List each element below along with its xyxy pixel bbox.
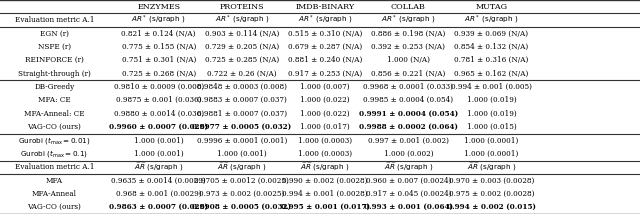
Text: ENZYMES: ENZYMES [137, 3, 180, 11]
Text: $AR^*$ (s/graph ): $AR^*$ (s/graph ) [131, 14, 186, 26]
Text: 1.000 (0.022): 1.000 (0.022) [300, 96, 350, 104]
Text: EGN (r): EGN (r) [40, 30, 69, 37]
Text: 0.965 ± 0.162 (N/A): 0.965 ± 0.162 (N/A) [454, 70, 529, 77]
Text: $AR^*$ (s/graph ): $AR^*$ (s/graph ) [381, 14, 436, 26]
Text: 0.9968 ± 0.0001 (0.033): 0.9968 ± 0.0001 (0.033) [364, 83, 453, 91]
Text: 0.994 ± 0.002 (0.015): 0.994 ± 0.002 (0.015) [447, 203, 536, 211]
Text: 0.9881 ± 0.0007 (0.037): 0.9881 ± 0.0007 (0.037) [197, 110, 287, 118]
Text: 0.939 ± 0.069 (N/A): 0.939 ± 0.069 (N/A) [454, 30, 529, 37]
Text: 1.000 (0.019): 1.000 (0.019) [467, 110, 516, 118]
Text: 1.000 (0.015): 1.000 (0.015) [467, 123, 516, 131]
Text: PROTEINS: PROTEINS [220, 3, 264, 11]
Text: 0.725 ± 0.285 (N/A): 0.725 ± 0.285 (N/A) [205, 56, 279, 64]
Text: $\widehat{AR}$ (s/graph ): $\widehat{AR}$ (s/graph ) [134, 161, 184, 173]
Text: 0.9991 ± 0.0004 (0.054): 0.9991 ± 0.0004 (0.054) [358, 110, 458, 118]
Text: MFA: MFA [46, 177, 63, 184]
Text: 0.886 ± 0.198 (N/A): 0.886 ± 0.198 (N/A) [371, 30, 445, 37]
Text: 1.000 (0.001): 1.000 (0.001) [134, 137, 184, 144]
Text: $\widehat{AR}$ (s/graph ): $\widehat{AR}$ (s/graph ) [467, 161, 516, 173]
Text: 0.997 ± 0.001 (0.002): 0.997 ± 0.001 (0.002) [368, 137, 449, 144]
Text: 0.903 ± 0.114 (N/A): 0.903 ± 0.114 (N/A) [205, 30, 279, 37]
Text: 0.9985 ± 0.0004 (0.054): 0.9985 ± 0.0004 (0.054) [364, 96, 453, 104]
Text: MUTAG: MUTAG [476, 3, 508, 11]
Text: 0.729 ± 0.205 (N/A): 0.729 ± 0.205 (N/A) [205, 43, 279, 51]
Text: Gurobi ($t_{\max} = 0.1$): Gurobi ($t_{\max} = 0.1$) [20, 148, 88, 159]
Text: 0.9705 ± 0.0012 (0.0025): 0.9705 ± 0.0012 (0.0025) [195, 177, 289, 184]
Text: 0.975 ± 0.002 (0.0028): 0.975 ± 0.002 (0.0028) [449, 190, 534, 198]
Text: 1.000 (0.007): 1.000 (0.007) [300, 83, 350, 91]
Text: 0.9635 ± 0.0014 (0.0029): 0.9635 ± 0.0014 (0.0029) [111, 177, 206, 184]
Text: 0.973 ± 0.002 (0.0025): 0.973 ± 0.002 (0.0025) [199, 190, 285, 198]
Text: 1.000 (0.0003): 1.000 (0.0003) [298, 150, 352, 158]
Text: 0.9960 ± 0.0007 (0.026): 0.9960 ± 0.0007 (0.026) [109, 123, 208, 131]
Text: MFA-Anneal: MFA-Anneal [32, 190, 77, 198]
Text: 1.000 (0.017): 1.000 (0.017) [300, 123, 350, 131]
Text: VAG-CO (ours): VAG-CO (ours) [28, 123, 81, 131]
Text: Evaluation metric A.1: Evaluation metric A.1 [15, 16, 94, 24]
Text: 0.775 ± 0.155 (N/A): 0.775 ± 0.155 (N/A) [122, 43, 196, 51]
Text: 0.994 ± 0.001 (0.005): 0.994 ± 0.001 (0.005) [451, 83, 532, 91]
Text: 1.000 (0.0001): 1.000 (0.0001) [465, 137, 518, 144]
Text: 0.960 ± 0.007 (0.0024): 0.960 ± 0.007 (0.0024) [365, 177, 451, 184]
Text: 1.000 (0.019): 1.000 (0.019) [467, 96, 516, 104]
Text: 0.970 ± 0.003 (0.0028): 0.970 ± 0.003 (0.0028) [449, 177, 534, 184]
Text: 0.9875 ± 0.001 (0.036): 0.9875 ± 0.001 (0.036) [116, 96, 202, 104]
Text: MFA-Anneal: CE: MFA-Anneal: CE [24, 110, 84, 118]
Text: 0.821 ± 0.124 (N/A): 0.821 ± 0.124 (N/A) [122, 30, 196, 37]
Text: 0.392 ± 0.253 (N/A): 0.392 ± 0.253 (N/A) [371, 43, 445, 51]
Text: 0.9988 ± 0.0002 (0.064): 0.9988 ± 0.0002 (0.064) [359, 123, 458, 131]
Text: 0.751 ± 0.301 (N/A): 0.751 ± 0.301 (N/A) [122, 56, 196, 64]
Text: NSFE (r): NSFE (r) [38, 43, 71, 51]
Text: Straight-through (r): Straight-through (r) [18, 70, 91, 77]
Text: 0.781 ± 0.316 (N/A): 0.781 ± 0.316 (N/A) [454, 56, 529, 64]
Text: 1.000 (0.001): 1.000 (0.001) [134, 150, 184, 158]
Text: $\widehat{AR}$ (s/graph ): $\widehat{AR}$ (s/graph ) [383, 161, 433, 173]
Text: COLLAB: COLLAB [391, 3, 426, 11]
Text: Evaluation metric A.1: Evaluation metric A.1 [15, 163, 94, 171]
Text: Gurobi ($t_{\max} = 0.01$): Gurobi ($t_{\max} = 0.01$) [18, 135, 91, 146]
Text: 0.917 ± 0.253 (N/A): 0.917 ± 0.253 (N/A) [288, 70, 362, 77]
Text: 0.9996 ± 0.0001 (0.001): 0.9996 ± 0.0001 (0.001) [196, 137, 287, 144]
Text: IMDB-BINARY: IMDB-BINARY [296, 3, 355, 11]
Text: 0.995 ± 0.001 (0.017): 0.995 ± 0.001 (0.017) [280, 203, 370, 211]
Text: 0.968 ± 0.001 (0.0029): 0.968 ± 0.001 (0.0029) [116, 190, 202, 198]
Text: 0.917 ± 0.045 (0.0024): 0.917 ± 0.045 (0.0024) [365, 190, 451, 198]
Text: 0.881 ± 0.240 (N/A): 0.881 ± 0.240 (N/A) [288, 56, 362, 64]
Text: 0.679 ± 0.287 (N/A): 0.679 ± 0.287 (N/A) [288, 43, 362, 51]
Text: $\widehat{AR}$ (s/graph ): $\widehat{AR}$ (s/graph ) [300, 161, 350, 173]
Text: $AR^*$ (s/graph ): $AR^*$ (s/graph ) [298, 14, 353, 26]
Text: 0.722 ± 0.26 (N/A): 0.722 ± 0.26 (N/A) [207, 70, 276, 77]
Text: $\widehat{AR}$ (s/graph ): $\widehat{AR}$ (s/graph ) [217, 161, 267, 173]
Text: MFA: CE: MFA: CE [38, 96, 71, 104]
Text: 0.856 ± 0.221 (N/A): 0.856 ± 0.221 (N/A) [371, 70, 445, 77]
Text: 1.000 (0.0001): 1.000 (0.0001) [465, 150, 518, 158]
Text: 0.9977 ± 0.0005 (0.032): 0.9977 ± 0.0005 (0.032) [192, 123, 292, 131]
Text: 0.725 ± 0.268 (N/A): 0.725 ± 0.268 (N/A) [122, 70, 196, 77]
Text: 0.994 ± 0.001 (0.0028): 0.994 ± 0.001 (0.0028) [282, 190, 368, 198]
Text: DB-Greedy: DB-Greedy [35, 83, 74, 91]
Text: 1.000 (0.0003): 1.000 (0.0003) [298, 137, 352, 144]
Text: 0.9880 ± 0.0014 (0.036): 0.9880 ± 0.0014 (0.036) [114, 110, 204, 118]
Text: 0.993 ± 0.001 (0.064): 0.993 ± 0.001 (0.064) [364, 203, 453, 211]
Text: 1.000 (0.022): 1.000 (0.022) [300, 110, 350, 118]
Text: 1.000 (0.001): 1.000 (0.001) [217, 150, 267, 158]
Text: 0.515 ± 0.310 (N/A): 0.515 ± 0.310 (N/A) [288, 30, 362, 37]
Text: 0.990 ± 0.002 (0.0028): 0.990 ± 0.002 (0.0028) [282, 177, 368, 184]
Text: REINFORCE (r): REINFORCE (r) [25, 56, 84, 64]
Text: 0.9848 ± 0.0003 (0.008): 0.9848 ± 0.0003 (0.008) [197, 83, 287, 91]
Text: $AR^*$ (s/graph ): $AR^*$ (s/graph ) [464, 14, 519, 26]
Text: 1.000 (0.002): 1.000 (0.002) [383, 150, 433, 158]
Text: 0.9810 ± 0.0009 (0.008): 0.9810 ± 0.0009 (0.008) [113, 83, 204, 91]
Text: 1.000 (N/A): 1.000 (N/A) [387, 56, 430, 64]
Text: $AR^*$ (s/graph ): $AR^*$ (s/graph ) [214, 14, 269, 26]
Text: 0.9908 ± 0.0005 (0.032): 0.9908 ± 0.0005 (0.032) [193, 203, 291, 211]
Text: VAG-CO (ours): VAG-CO (ours) [28, 203, 81, 211]
Text: 0.9863 ± 0.0007 (0.026): 0.9863 ± 0.0007 (0.026) [109, 203, 208, 211]
Text: 0.854 ± 0.132 (N/A): 0.854 ± 0.132 (N/A) [454, 43, 529, 51]
Text: 0.9883 ± 0.0007 (0.037): 0.9883 ± 0.0007 (0.037) [197, 96, 287, 104]
